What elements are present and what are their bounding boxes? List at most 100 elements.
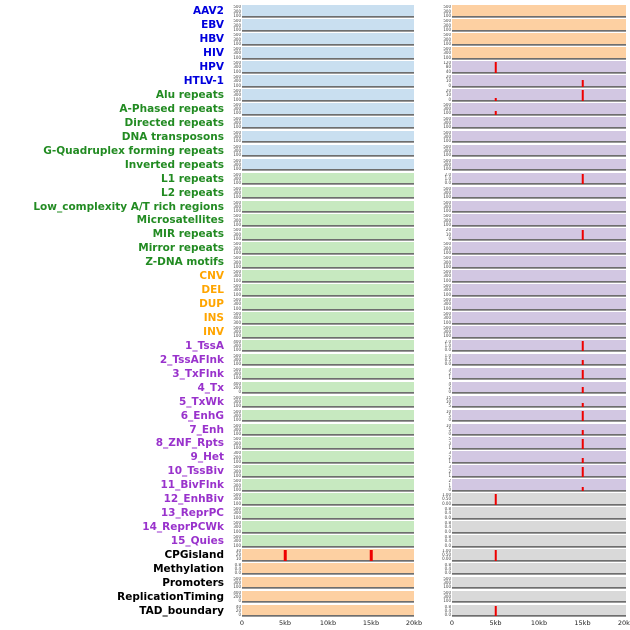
y-axis-ticks-right: 10 5 0 [440, 424, 452, 437]
y-tick-label: 300 [233, 451, 241, 456]
baseline [452, 559, 626, 561]
baseline [452, 531, 626, 533]
y-axis-ticks-left: 500 300 100 [230, 47, 242, 60]
track-row-mir-repeats: MIR repeats 500 300 100 20 10 0 [0, 227, 630, 241]
y-tick-label: 1 [448, 375, 451, 381]
y-tick-label: 2 [448, 371, 451, 377]
y-tick-label: 300 [233, 148, 241, 154]
y-tick-label: 300 [443, 22, 451, 28]
x-axis-right: 0 5kb 10kb 15kb 20kb [450, 617, 630, 629]
y-tick-label: 300 [233, 371, 241, 377]
y-axis-ticks-left: 500 300 100 [230, 354, 242, 367]
row-label-aav2: AAV2 [193, 5, 224, 18]
row-label-1-tssa: 1_TssA [185, 339, 224, 352]
y-tick-label: 0.50 [442, 552, 451, 558]
x-axis-left: 0 5kb 10kb 15kb 20kb [240, 617, 422, 629]
baseline [242, 503, 414, 505]
y-tick-label: 300 [233, 134, 241, 140]
column-gap [414, 591, 440, 604]
track-row-g-quadruplex-forming-repeats: G-Quadruplex forming repeats 500 300 100 500… [0, 143, 630, 158]
y-tick-label: 500 [443, 284, 451, 289]
baseline [452, 378, 626, 380]
y-tick-label: 100 [233, 542, 241, 548]
baseline [452, 308, 626, 310]
y-axis-ticks-right: 500 300 100 [440, 187, 452, 200]
y-axis-ticks-right: 500 300 100 [440, 214, 452, 227]
mini-plot-right-hbv [452, 33, 626, 46]
column-gap [414, 103, 440, 116]
y-tick-label: 300 [233, 189, 241, 195]
baseline [452, 294, 626, 296]
baseline [242, 141, 414, 143]
y-axis-ticks-right: 2.0 1.0 0.0 [440, 340, 452, 353]
y-tick-label: 0.8 [444, 535, 451, 540]
column-gap [414, 201, 440, 214]
mini-plot-left-methylation [242, 562, 414, 576]
mini-plot-right-directed-repeats [452, 116, 626, 130]
column-gap [414, 214, 440, 227]
y-tick-label: 0.0 [444, 180, 451, 186]
column-gap [414, 173, 440, 186]
baseline [452, 141, 626, 143]
track-row-6-enhg: 6_EnhG 500 300 100 10 5 0 [0, 408, 630, 423]
baseline [242, 350, 414, 352]
mini-plot-right-promoters [452, 576, 626, 590]
y-tick-label: 100 [233, 208, 241, 214]
y-tick-label: 40 [445, 68, 451, 74]
column-gap [414, 437, 440, 450]
row-label-tad-boundary: TAD_boundary [139, 604, 224, 617]
y-tick-label: 300 [443, 50, 451, 56]
y-tick-label: 300 [443, 120, 451, 126]
baseline [242, 475, 414, 477]
mini-plot-left-hbv [242, 33, 414, 46]
y-axis-ticks-left: 500 300 100 [230, 410, 242, 423]
y-axis-ticks-left: 500 300 100 [230, 5, 242, 18]
y-tick-label: 10 [445, 231, 451, 237]
mini-plot-right-8-znf-rpts [452, 437, 626, 450]
y-axis-ticks-right: 0.8 0.4 0.0 [440, 521, 452, 534]
y-tick-label: 500 [233, 353, 241, 358]
mini-plot-left-del [242, 284, 414, 297]
baseline [242, 364, 414, 366]
y-tick-label: 200 [233, 594, 241, 600]
column-gap [414, 368, 440, 381]
mini-plot-left-z-dna-motifs [242, 256, 414, 269]
y-tick-label: 100 [233, 194, 241, 200]
y-tick-label: 500 [233, 200, 241, 205]
baseline [242, 573, 414, 575]
baseline [452, 364, 626, 366]
y-tick-label: 300 [233, 245, 241, 251]
y-tick-label: 100 [233, 333, 241, 339]
column-gap [414, 19, 440, 32]
y-tick-label: 300 [443, 148, 451, 154]
y-tick-label: 500 [233, 102, 241, 107]
y-axis-ticks-right: 15 10 5 [440, 396, 452, 409]
y-tick-label: 2.0 [444, 172, 451, 177]
y-tick-label: 400 [233, 381, 241, 386]
y-tick-label: 300 [443, 245, 451, 251]
y-tick-label: 500 [233, 89, 241, 94]
baseline [452, 15, 626, 17]
y-tick-label: 500 [233, 423, 241, 428]
baseline [242, 545, 414, 547]
y-tick-label: 100 [443, 40, 451, 46]
x-axis-row: 0 5kb 10kb 15kb 20kb 0 5kb 10kb 15kb 20kb [0, 617, 630, 629]
y-tick-label: 300 [443, 259, 451, 265]
y-tick-label: 3 [448, 367, 451, 372]
y-tick-label: 300 [233, 468, 241, 474]
y-tick-label: 500 [443, 298, 451, 303]
track-row-10-tssbiv: 10_TssBiv 500 300 100 3 2 1 [0, 464, 630, 478]
y-tick-label: 0.4 [444, 510, 451, 516]
y-tick-label: 0 [448, 389, 451, 395]
y-tick-label: 500 [233, 228, 241, 233]
y-axis-ticks-right: 20 10 0 [440, 89, 452, 102]
y-tick-label: 0 [448, 417, 451, 423]
mini-plot-right-14-reprpcwk [452, 521, 626, 534]
mini-plot-left-ins [242, 312, 414, 325]
mini-plot-right-l2-repeats [452, 186, 626, 200]
y-tick-label: 500 [233, 521, 241, 526]
track-row-5-txwk: 5_TxWk 500 300 100 15 10 5 [0, 394, 630, 409]
y-tick-label: 500 [443, 33, 451, 38]
baseline [452, 517, 626, 519]
y-tick-label: 0.4 [234, 566, 241, 572]
